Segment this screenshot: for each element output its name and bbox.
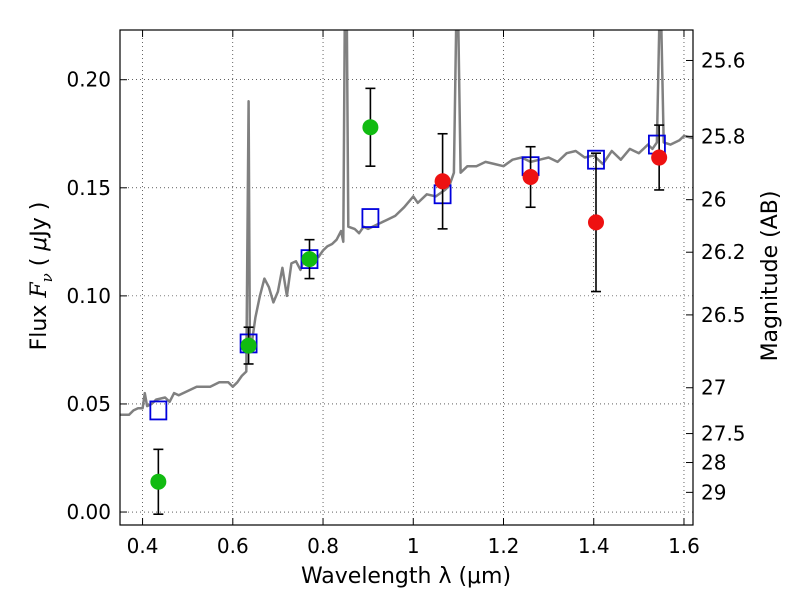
x-tick-label: 1.2 [488, 534, 520, 558]
grid [120, 30, 693, 525]
y2-tick-label: 25.8 [701, 124, 746, 148]
red-data-point [434, 173, 451, 190]
x-tick-label: 1 [407, 534, 420, 558]
axes-ticks: 0.4 0.6 0.8 1 1.2 1.4 1.6 0.00 0.05 0.10 0.15 0.20 2… [66, 30, 746, 558]
y-tick-label: 0.10 [66, 284, 111, 308]
green-data-point [240, 337, 257, 354]
x-tick-label: 1.6 [668, 534, 700, 558]
y-axis-label: Flux Fν ( μJy ) [27, 202, 56, 351]
plot-area [120, 30, 693, 515]
green-data-point [362, 119, 379, 136]
plot-frame [119, 29, 694, 526]
red-data-point [651, 149, 668, 166]
y-tick-label: 0.20 [66, 68, 111, 92]
x-tick-label: 0.8 [307, 534, 339, 558]
model-square-point [149, 400, 168, 421]
y2-tick-label: 25.6 [701, 48, 746, 72]
red-data-point [587, 214, 604, 231]
x-tick-label: 0.4 [127, 534, 159, 558]
y2-tick-label: 29 [701, 480, 726, 504]
y-tick-label: 0.15 [66, 176, 111, 200]
x-tick-label: 0.6 [217, 534, 249, 558]
spectrum-line [120, 30, 693, 417]
x-axis-label: Wavelength λ (μm) [301, 564, 511, 589]
y-tick-label: 0.05 [66, 392, 111, 416]
y-tick-label: 0.00 [66, 500, 111, 524]
green-data-point [301, 251, 318, 268]
y2-tick-label: 26 [701, 188, 726, 212]
y2-tick-label: 26.5 [701, 303, 746, 327]
y2-tick-label: 27.5 [701, 422, 746, 446]
y2-axis-label: Magnitude (AB) [758, 191, 783, 362]
y2-tick-label: 28 [701, 451, 726, 475]
model-square-point [361, 208, 380, 228]
y2-tick-label: 27 [701, 376, 726, 400]
green-data-point [150, 473, 167, 490]
red-data-point [522, 168, 539, 185]
y2-tick-label: 26.2 [701, 240, 746, 264]
x-tick-label: 1.4 [578, 534, 610, 558]
